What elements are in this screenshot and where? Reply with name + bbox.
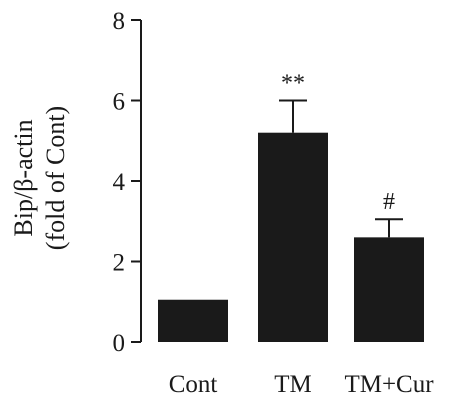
y-tick-label: 4 <box>113 169 126 196</box>
y-tick-label: 8 <box>113 8 126 35</box>
x-category-label: TM <box>274 371 312 398</box>
significance-marker: ** <box>281 71 305 97</box>
category-labels: Cont TM TM+Cur <box>169 371 435 398</box>
y-tick-label: 2 <box>113 250 126 277</box>
bar-tm-cur <box>354 237 424 342</box>
significance-marker: # <box>383 189 395 215</box>
y-ticks: 0 2 4 6 8 <box>113 8 141 357</box>
y-tick-label: 0 <box>113 330 126 357</box>
x-category-label: TM+Cur <box>344 371 434 398</box>
bars: ** # <box>158 71 424 342</box>
y-tick-label: 6 <box>113 89 126 116</box>
bar-tm <box>258 132 328 342</box>
y-axis-title-line-2: (fold of Cont) <box>41 106 70 250</box>
bar-cont <box>158 299 228 342</box>
y-axis-title-line-1: Bip/β-actin <box>9 119 38 236</box>
x-category-label: Cont <box>169 371 218 398</box>
y-axis-title: Bip/β-actin (fold of Cont) <box>9 106 70 250</box>
